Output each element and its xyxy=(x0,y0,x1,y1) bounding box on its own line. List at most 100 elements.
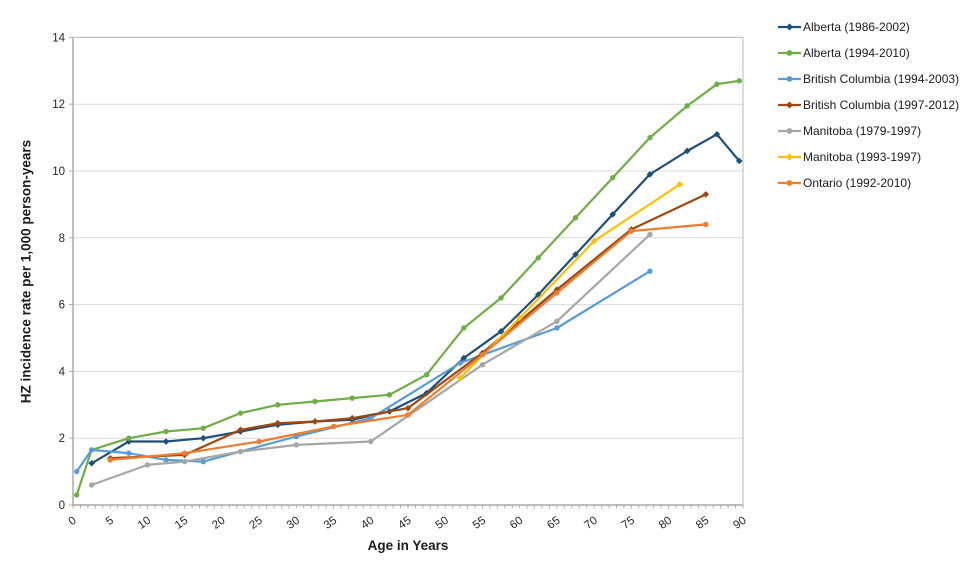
circle-marker xyxy=(498,295,504,301)
series-markers xyxy=(107,221,709,463)
y-tick-label: 4 xyxy=(59,366,66,378)
circle-marker xyxy=(535,255,541,261)
series-line xyxy=(109,193,707,460)
diamond-marker xyxy=(786,23,793,31)
x-tick-label: 60 xyxy=(508,515,525,532)
x-tick-label: 15 xyxy=(173,515,190,532)
circle-marker xyxy=(554,290,560,296)
circle-marker xyxy=(88,447,95,453)
circle-marker xyxy=(163,457,169,463)
circle-marker xyxy=(200,458,206,465)
x-tick-label: 85 xyxy=(694,515,711,532)
diamond-marker xyxy=(88,459,95,467)
diamond-marker xyxy=(348,414,356,422)
legend: Alberta (1986-2002) Alberta (1994-2010) Br… xyxy=(778,20,959,190)
circle-marker xyxy=(647,134,653,141)
series-markers xyxy=(456,181,684,382)
circle-marker xyxy=(126,450,132,456)
y-tick-label: 14 xyxy=(52,32,65,44)
diamond-marker xyxy=(162,438,170,445)
legend-item: Alberta (1994-2010) xyxy=(778,46,910,60)
series-1 xyxy=(74,78,742,498)
x-tick-label: 35 xyxy=(322,515,339,532)
circle-marker xyxy=(786,50,793,56)
series-4 xyxy=(88,231,653,488)
x-tick-label: 25 xyxy=(247,515,264,532)
y-axis-ticks xyxy=(69,36,73,506)
series-markers xyxy=(106,191,710,462)
diamond-marker xyxy=(646,171,654,178)
x-tick-label: 30 xyxy=(285,515,302,532)
y-tick-label: 0 xyxy=(59,500,65,512)
diamond-marker xyxy=(713,130,721,138)
circle-marker xyxy=(368,438,374,445)
x-tick-label: 40 xyxy=(359,515,376,532)
diamond-marker xyxy=(609,211,617,218)
circle-marker xyxy=(610,174,616,181)
circle-marker xyxy=(181,450,188,456)
diamond-marker xyxy=(735,157,743,165)
circle-marker xyxy=(237,410,244,416)
legend-item-label: Alberta (1994-2010) xyxy=(803,46,910,60)
circle-marker xyxy=(461,325,467,331)
x-tick-label: 0 xyxy=(67,515,79,529)
circle-marker xyxy=(144,462,151,468)
x-axis-ticks xyxy=(72,505,744,509)
y-tick-label: 10 xyxy=(52,166,65,178)
circle-marker xyxy=(786,76,793,82)
circle-marker xyxy=(74,468,80,475)
x-axis-title: Age in Years xyxy=(367,538,449,553)
y-tick-label: 6 xyxy=(59,300,65,312)
circle-marker xyxy=(423,372,430,378)
series-0 xyxy=(88,130,743,467)
x-tick-label: 75 xyxy=(620,515,637,532)
x-tick-label: 20 xyxy=(210,515,227,532)
x-tick-label: 65 xyxy=(545,515,562,532)
series-line xyxy=(90,233,651,487)
series-6 xyxy=(107,221,709,463)
y-tick-labels: 0 2 4 6 8 10 12 14 xyxy=(52,32,65,512)
circle-marker xyxy=(647,231,653,238)
circle-marker xyxy=(479,352,486,358)
series-line xyxy=(90,133,741,465)
circle-marker xyxy=(74,492,80,498)
circle-marker xyxy=(405,412,411,418)
diamond-marker xyxy=(125,438,133,445)
circle-marker xyxy=(386,392,393,398)
x-tick-label: 55 xyxy=(471,515,488,532)
legend-item: Manitoba (1979-1997) xyxy=(778,124,921,138)
circle-marker xyxy=(293,442,300,448)
x-tick-label: 90 xyxy=(731,515,748,532)
gridlines xyxy=(73,36,743,439)
circle-marker xyxy=(107,457,113,463)
circle-marker xyxy=(312,398,318,405)
circle-marker xyxy=(684,103,690,109)
x-tick-label: 10 xyxy=(136,515,153,532)
y-tick-label: 8 xyxy=(59,233,65,245)
diamond-marker xyxy=(786,153,793,161)
circle-marker xyxy=(237,448,244,455)
circle-marker xyxy=(554,318,560,324)
circle-marker xyxy=(554,325,560,331)
diamond-marker xyxy=(572,251,579,258)
circle-marker xyxy=(628,228,635,234)
legend-item: Alberta (1986-2002) xyxy=(778,20,910,34)
x-tick-label: 5 xyxy=(104,515,116,529)
circle-marker xyxy=(256,438,262,445)
series-markers xyxy=(74,78,742,498)
circle-marker xyxy=(88,482,95,488)
circle-marker xyxy=(786,180,793,186)
diamond-marker xyxy=(274,419,282,427)
diamond-marker xyxy=(497,328,505,335)
series-line xyxy=(109,223,707,461)
x-tick-label: 70 xyxy=(582,515,599,532)
legend-item: Ontario (1992-2010) xyxy=(778,176,911,190)
series-3 xyxy=(106,191,710,462)
circle-marker xyxy=(479,362,486,368)
x-tick-label: 80 xyxy=(657,515,674,532)
circle-marker xyxy=(181,458,188,465)
circle-marker xyxy=(647,268,653,274)
circle-marker xyxy=(736,78,742,84)
x-tick-labels: 0 5 10 15 20 25 30 35 40 45 50 55 60 65 70 75 80 85 90 xyxy=(67,515,749,532)
